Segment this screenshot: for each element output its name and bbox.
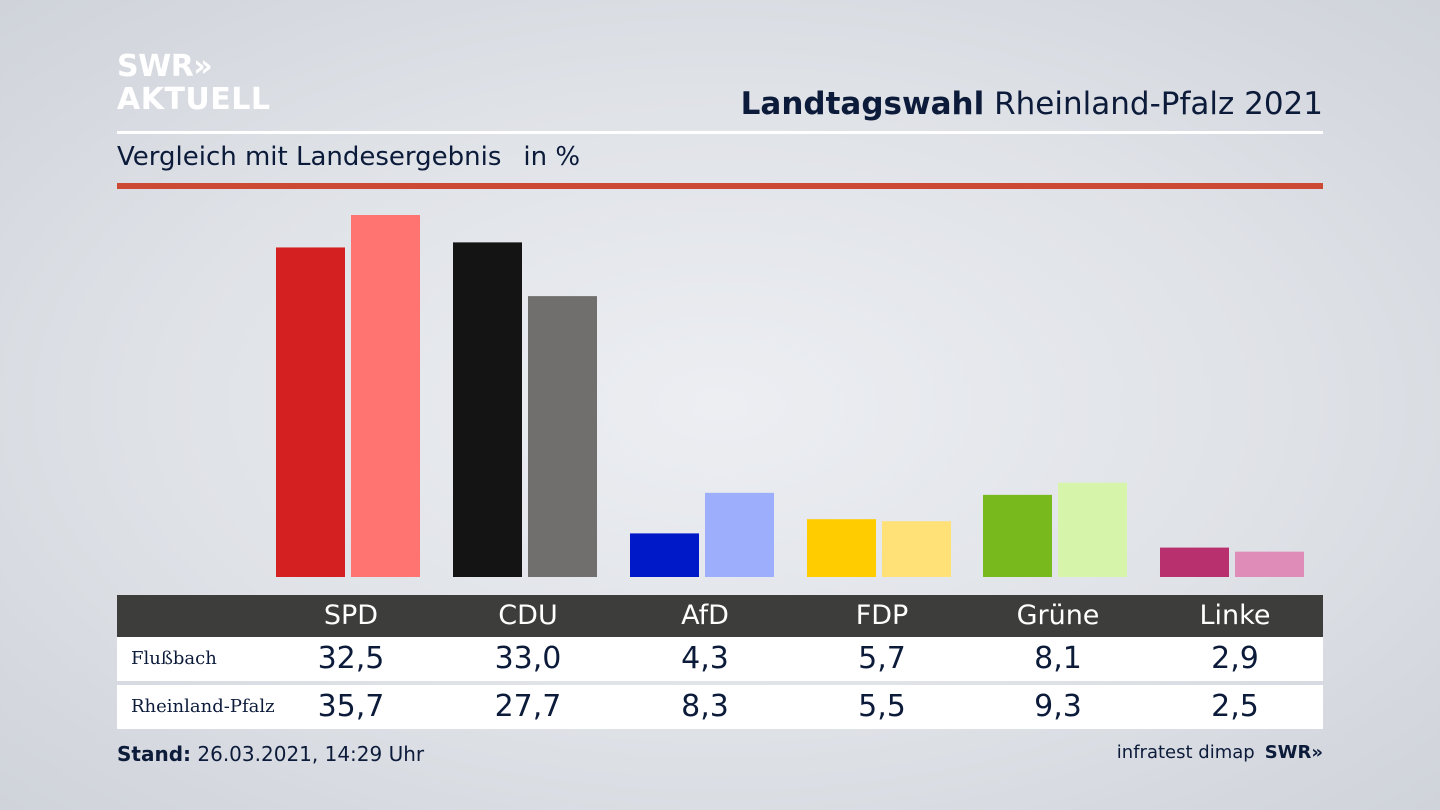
table-cell: 9,3 (1034, 689, 1082, 724)
page-title: Landtagswahl Rheinland-Pfalz 2021 (741, 86, 1323, 122)
subtitle-divider (117, 183, 1323, 189)
table-cell: 27,7 (494, 689, 562, 724)
table-row: Flußbach 32,5 33,0 4,3 5,7 8,1 2,9 (117, 637, 1323, 681)
source-credit: infratest dimap SWR» (1117, 742, 1323, 763)
bar-grne-flussbach (983, 494, 1052, 577)
bar-afd-flussbach (630, 533, 699, 577)
table-cell: 8,3 (681, 689, 729, 724)
swr-small-logo: SWR» (1264, 742, 1323, 763)
bar-chart (276, 215, 1304, 577)
subtitle-text: Vergleich mit Landesergebnis (117, 142, 502, 172)
column-header: Grüne (1016, 600, 1100, 631)
stand-value: 26.03.2021, 14:29 Uhr (197, 742, 425, 766)
column-header: FDP (855, 600, 909, 631)
column-header: SPD (323, 600, 379, 631)
row-label: Rheinland-Pfalz (131, 696, 275, 717)
table-cell: 4,3 (681, 641, 729, 676)
table-cell: 5,7 (858, 641, 906, 676)
bar-fdp-rheinland-pfalz (882, 521, 951, 577)
table-cell: 32,5 (317, 641, 385, 676)
table-cell: 33,0 (494, 641, 562, 676)
table-row: Rheinland-Pfalz 35,7 27,7 8,3 5,5 9,3 2,5 (117, 685, 1323, 729)
table-cell: 2,5 (1211, 689, 1259, 724)
stand-label: Stand: (117, 742, 192, 766)
bar-spd-flussbach (276, 247, 345, 577)
column-header: CDU (498, 600, 558, 631)
title-divider (117, 131, 1323, 134)
title-rest: Rheinland-Pfalz 2021 (994, 86, 1323, 122)
source-name: infratest dimap (1116, 742, 1255, 763)
results-table: SPD CDU AfD FDP Grüne Linke Flußbach 32,5 33,0… (117, 595, 1323, 729)
logo-line-1: SWR» (117, 49, 213, 84)
chart-subtitle: Vergleich mit Landesergebnis in % (117, 142, 580, 172)
table-cell: 35,7 (317, 689, 385, 724)
bar-linke-rheinland-pfalz (1235, 551, 1304, 577)
bar-grne-rheinland-pfalz (1058, 482, 1127, 577)
title-bold: Landtagswahl (740, 86, 985, 122)
bar-spd-rheinland-pfalz (351, 215, 420, 577)
table-cell: 5,5 (858, 689, 906, 724)
table-header-row: SPD CDU AfD FDP Grüne Linke (117, 595, 1323, 637)
bar-cdu-flussbach (453, 242, 522, 577)
table-cell: 2,9 (1211, 641, 1259, 676)
bar-afd-rheinland-pfalz (705, 492, 774, 577)
column-header: AfD (681, 600, 729, 631)
column-header: Linke (1199, 600, 1271, 631)
swr-aktuell-logo: SWR» AKTUELL (117, 52, 271, 115)
table-cell: 8,1 (1034, 641, 1082, 676)
bar-cdu-rheinland-pfalz (528, 296, 597, 577)
timestamp: Stand: 26.03.2021, 14:29 Uhr (117, 742, 424, 766)
row-label: Flußbach (131, 648, 217, 669)
subtitle-unit: in % (523, 142, 581, 172)
logo-line-2: AKTUELL (117, 82, 271, 117)
bar-linke-flussbach (1160, 547, 1229, 577)
bar-fdp-flussbach (807, 519, 876, 577)
